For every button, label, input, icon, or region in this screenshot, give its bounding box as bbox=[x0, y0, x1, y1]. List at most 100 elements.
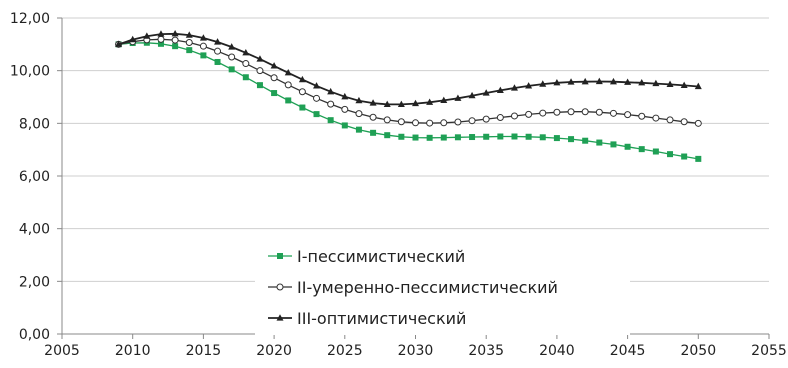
legend-item: I-пессимистический bbox=[268, 247, 465, 266]
data-point-circle bbox=[243, 61, 249, 67]
data-point-circle bbox=[483, 116, 489, 122]
data-point-circle bbox=[314, 95, 320, 101]
data-point-circle bbox=[271, 75, 277, 81]
data-point-square bbox=[172, 43, 178, 49]
data-point-circle bbox=[596, 109, 602, 115]
data-point-circle bbox=[639, 113, 645, 119]
data-point-circle bbox=[568, 109, 574, 115]
y-axis-ticks: 0,00 2,00 4,00 6,00 8,00 10,00 12,00 bbox=[10, 11, 62, 343]
data-point-square bbox=[554, 135, 560, 141]
data-point-circle bbox=[342, 106, 348, 112]
data-point-circle bbox=[695, 120, 701, 126]
data-point-square bbox=[427, 135, 433, 141]
data-point-circle bbox=[469, 118, 475, 124]
data-point-square bbox=[277, 253, 283, 259]
x-tick-label: 2010 bbox=[115, 343, 151, 359]
data-point-square bbox=[328, 117, 334, 123]
data-point-circle bbox=[441, 120, 447, 126]
data-point-square bbox=[257, 82, 263, 88]
data-point-square bbox=[511, 134, 517, 140]
data-point-square bbox=[625, 144, 631, 150]
data-point-circle bbox=[497, 115, 503, 121]
data-point-circle bbox=[526, 111, 532, 117]
x-tick-label: 2030 bbox=[398, 343, 434, 359]
data-point-circle bbox=[215, 48, 221, 54]
data-point-square bbox=[455, 134, 461, 140]
data-point-square bbox=[356, 127, 362, 133]
data-point-square bbox=[526, 134, 532, 140]
x-tick-label: 2025 bbox=[327, 343, 363, 359]
data-point-circle bbox=[200, 43, 206, 49]
series-1 bbox=[116, 40, 702, 162]
data-point-circle bbox=[455, 119, 461, 125]
data-point-circle bbox=[511, 113, 517, 119]
x-tick-label: 2020 bbox=[256, 343, 292, 359]
data-point-square bbox=[653, 149, 659, 155]
y-tick-label: 2,00 bbox=[19, 274, 50, 290]
data-point-circle bbox=[540, 110, 546, 116]
y-tick-label: 8,00 bbox=[19, 116, 50, 132]
legend-label: III-оптимистический bbox=[297, 309, 466, 328]
data-point-circle bbox=[328, 101, 334, 107]
data-point-circle bbox=[625, 112, 631, 118]
legend-label: I-пессимистический bbox=[297, 247, 465, 266]
data-point-circle bbox=[427, 120, 433, 126]
data-point-square bbox=[596, 140, 602, 146]
data-point-square bbox=[483, 134, 489, 140]
data-point-square bbox=[540, 134, 546, 140]
data-point-square bbox=[667, 151, 673, 157]
data-point-circle bbox=[681, 119, 687, 125]
y-tick-label: 4,00 bbox=[19, 222, 50, 238]
x-tick-label: 2005 bbox=[44, 343, 80, 359]
data-point-square bbox=[271, 90, 277, 96]
data-point-square bbox=[215, 59, 221, 65]
data-point-square bbox=[342, 122, 348, 128]
data-point-circle bbox=[186, 39, 192, 45]
data-point-circle bbox=[172, 37, 178, 43]
data-point-circle bbox=[229, 54, 235, 60]
data-point-circle bbox=[384, 117, 390, 123]
data-point-square bbox=[370, 130, 376, 136]
data-point-square bbox=[243, 74, 249, 80]
x-tick-label: 2040 bbox=[539, 343, 575, 359]
data-point-square bbox=[582, 138, 588, 144]
data-point-square bbox=[469, 134, 475, 140]
data-point-square bbox=[639, 146, 645, 152]
data-point-circle bbox=[582, 109, 588, 115]
data-point-circle bbox=[667, 117, 673, 123]
legend-label: II-умеренно-пессимистический bbox=[297, 278, 558, 297]
data-point-square bbox=[314, 111, 320, 117]
data-point-square bbox=[229, 66, 235, 72]
series-3 bbox=[115, 30, 702, 107]
x-tick-label: 2050 bbox=[680, 343, 716, 359]
data-point-square bbox=[568, 136, 574, 142]
data-point-square bbox=[610, 141, 616, 147]
series-group bbox=[115, 30, 702, 162]
data-point-square bbox=[413, 135, 419, 141]
y-tick-label: 12,00 bbox=[10, 11, 50, 27]
data-point-circle bbox=[257, 68, 263, 74]
data-point-square bbox=[441, 135, 447, 141]
data-point-square bbox=[285, 97, 291, 103]
data-point-circle bbox=[413, 120, 419, 126]
data-point-circle bbox=[299, 89, 305, 95]
legend: I-пессимистический II-умеренно-пессимисти… bbox=[255, 235, 630, 335]
data-point-square bbox=[200, 52, 206, 58]
x-axis-ticks: 2005 2010 2015 2020 2025 2030 2035 2040 2045 2050… bbox=[44, 334, 787, 359]
y-tick-label: 6,00 bbox=[19, 169, 50, 185]
data-point-square bbox=[681, 154, 687, 160]
legend-item: II-умеренно-пессимистический bbox=[268, 278, 558, 297]
legend-item: III-оптимистический bbox=[268, 309, 466, 328]
data-point-square bbox=[299, 105, 305, 111]
data-point-square bbox=[695, 156, 701, 162]
x-tick-label: 2015 bbox=[186, 343, 222, 359]
x-tick-label: 2055 bbox=[751, 343, 787, 359]
x-tick-label: 2035 bbox=[468, 343, 504, 359]
data-point-circle bbox=[277, 284, 283, 290]
y-tick-label: 10,00 bbox=[10, 64, 50, 80]
data-point-circle bbox=[398, 119, 404, 125]
data-point-square bbox=[384, 132, 390, 138]
data-point-circle bbox=[158, 36, 164, 42]
data-point-circle bbox=[554, 109, 560, 115]
